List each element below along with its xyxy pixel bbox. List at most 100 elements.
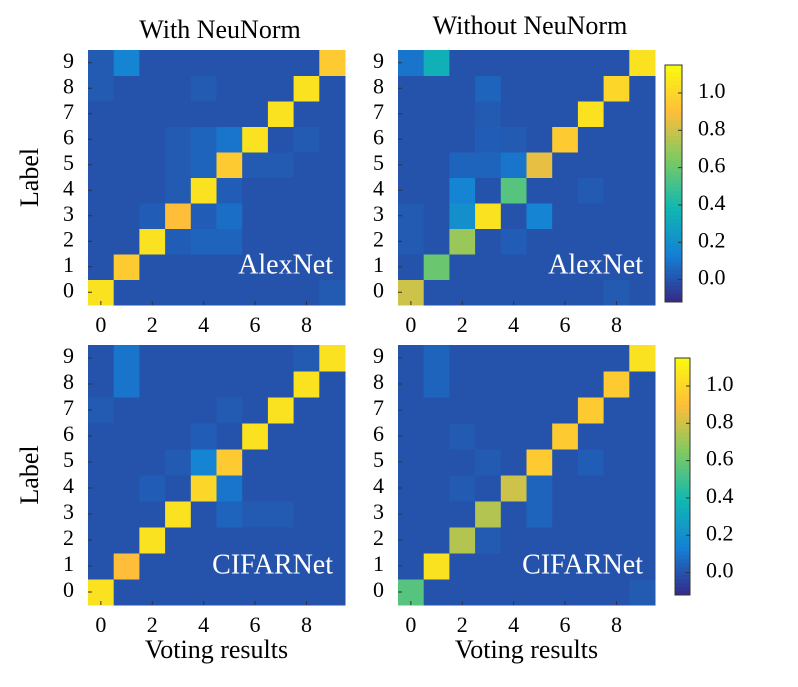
y-tick-label: 7 (373, 99, 384, 124)
colorbar-step (665, 80, 682, 86)
cell (113, 228, 140, 255)
cell (190, 527, 217, 554)
y-tick-label: 7 (63, 99, 74, 124)
cell (319, 397, 346, 424)
cell (293, 553, 320, 580)
cell (319, 228, 346, 255)
cell (526, 126, 553, 153)
colorbar-tick-label: 0.0 (706, 558, 734, 583)
y-tick-label: 9 (373, 48, 384, 73)
cell (475, 50, 502, 76)
cell (526, 371, 553, 398)
x-axis-label: Voting results (145, 635, 288, 664)
cell (552, 101, 579, 127)
cell (190, 126, 217, 153)
cell (88, 101, 115, 127)
colorbar-step (675, 508, 690, 513)
colorbar-step (675, 591, 690, 596)
colorbar-tick-label: 0.8 (698, 115, 726, 140)
cell (552, 449, 579, 476)
cell (319, 527, 346, 554)
annotation: CIFARNet (212, 549, 333, 580)
cell (139, 527, 166, 554)
x-tick-label: 8 (611, 612, 622, 637)
x-tick-label: 2 (147, 612, 158, 637)
cell (319, 152, 346, 178)
cell (139, 126, 166, 153)
cell (242, 553, 269, 580)
y-tick-label: 9 (63, 48, 74, 73)
cell (398, 345, 425, 372)
cell (293, 75, 320, 102)
cell (423, 126, 450, 153)
cell (449, 553, 476, 580)
y-tick-label: 8 (373, 73, 384, 98)
cell (242, 126, 269, 153)
y-tick-label: 1 (63, 252, 74, 277)
cell (113, 475, 140, 502)
cell (319, 423, 346, 450)
cell (267, 501, 295, 528)
y-tick-label: 6 (63, 421, 74, 446)
y-tick-label: 8 (63, 73, 74, 98)
cell (552, 423, 579, 450)
cell (267, 527, 295, 554)
y-tick-label: 1 (63, 551, 74, 576)
colorbar-step (675, 361, 690, 367)
cell (475, 203, 502, 229)
cell (319, 449, 346, 476)
colorbar-tick-label: 0.2 (698, 227, 726, 252)
cell (500, 126, 527, 153)
colorbar-step (665, 199, 682, 204)
cell (139, 152, 166, 178)
cell (88, 228, 115, 255)
colorbar-step (665, 175, 682, 181)
y-tick-label: 7 (373, 395, 384, 420)
colorbar-step (675, 551, 690, 556)
cell (449, 228, 476, 255)
cell (216, 371, 243, 398)
cell (165, 345, 192, 372)
cell (319, 501, 346, 528)
cell (475, 449, 502, 476)
colorbar-step (675, 385, 690, 391)
cell (319, 345, 346, 372)
colorbar-step (675, 472, 690, 477)
cell (165, 501, 192, 528)
cell (190, 449, 217, 476)
cell (629, 75, 656, 102)
cell (88, 423, 115, 450)
cell (577, 203, 605, 229)
cell (216, 423, 243, 450)
cell (526, 152, 553, 178)
cell (423, 475, 450, 502)
cell (398, 449, 425, 476)
cell (603, 397, 630, 424)
colorbar-step (665, 159, 682, 165)
cell (423, 50, 450, 76)
cell (165, 177, 192, 204)
cell (423, 75, 450, 102)
cell (500, 75, 527, 102)
colorbar-step (675, 539, 690, 545)
cell (267, 203, 295, 229)
cell (139, 553, 166, 580)
cell (629, 449, 656, 476)
colorbar-tick-label: 0.2 (706, 520, 734, 545)
y-tick-label: 2 (63, 226, 74, 251)
cell (449, 177, 476, 204)
x-tick-label: 4 (508, 312, 519, 337)
colorbar-step (675, 527, 690, 533)
cell (475, 423, 502, 450)
cell (242, 501, 269, 528)
cell (449, 449, 476, 476)
cell (319, 371, 346, 398)
cell (526, 279, 553, 306)
cell (577, 527, 605, 554)
cell (398, 177, 425, 204)
cell (190, 50, 217, 76)
x-tick-label: 4 (198, 612, 209, 637)
cell (267, 254, 295, 280)
y-tick-label: 3 (373, 201, 384, 226)
panel-title: With NeuNorm (139, 15, 300, 44)
